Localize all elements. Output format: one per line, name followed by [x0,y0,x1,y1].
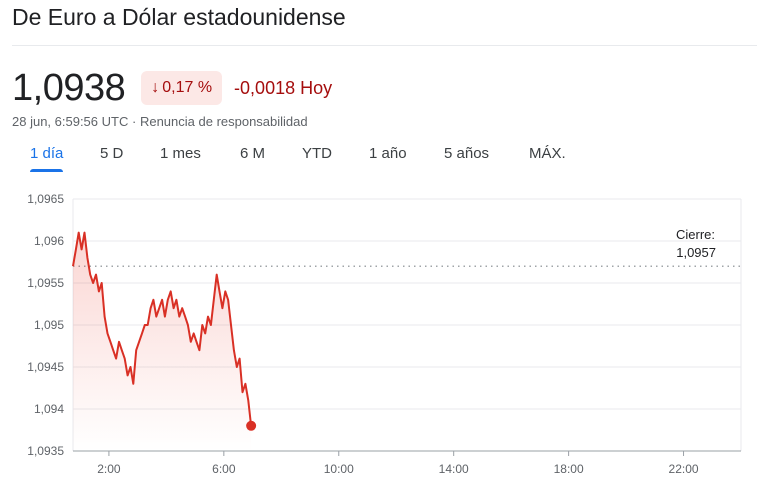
absolute-change-value: -0,0018 [234,77,296,98]
previous-close-value: 1,0957 [676,245,716,260]
price-area [73,232,252,451]
y-tick-label: 1,094 [34,402,64,416]
arrow-down-icon: ↓ [151,79,160,96]
x-tick-label: 18:00 [554,462,584,476]
page-title: De Euro a Dólar estadounidense [12,4,346,30]
tab-1-year[interactable]: 1 año [369,145,407,162]
current-price-marker [246,420,257,431]
y-tick-label: 1,0965 [27,192,64,206]
x-tick-label: 6:00 [212,462,236,476]
tab-5-days[interactable]: 5 D [100,145,124,162]
price-chart[interactable]: 1,09351,0941,09451,0951,09551,0961,0965 … [0,185,757,485]
change-period: Hoy [300,77,333,98]
header-divider [12,45,757,46]
tab-ytd[interactable]: YTD [302,145,332,162]
tab-max[interactable]: MÁX. [529,145,566,162]
absolute-change: -0,0018 Hoy [234,78,332,99]
timestamp: 28 jun, 6:59:56 UTC [12,114,129,129]
tab-5-years[interactable]: 5 años [444,145,490,162]
x-tick-label: 22:00 [669,462,699,476]
tab-1-day[interactable]: 1 día [18,144,75,172]
y-tick-label: 1,0935 [27,444,64,458]
disclaimer-link[interactable]: Renuncia de responsabilidad [139,114,308,129]
percent-change-value: 0,17 % [162,79,213,96]
tab-1-month[interactable]: 1 mes [160,145,201,162]
price-line [72,231,253,426]
tab-6-months[interactable]: 6 M [240,145,266,162]
price-row: 1,0938 ↓ 0,17 % -0,0018 Hoy [12,68,332,108]
x-tick-label: 14:00 [439,462,469,476]
previous-close-label: Cierre: [676,227,715,242]
x-axis: 2:00 6:00 10:00 14:00 18:00 22:00 [73,450,741,476]
x-tick-label: 10:00 [324,462,354,476]
meta-separator: · [131,114,137,129]
quote-meta: 28 jun, 6:59:56 UTC · Renuncia de respon… [12,114,308,129]
y-axis: 1,0935 1,094 1,0945 1,095 1,0955 1,096 1,0965 [27,192,64,458]
y-tick-label: 1,0945 [27,360,64,374]
current-price: 1,0938 [12,67,126,109]
y-tick-label: 1,0955 [27,276,64,290]
x-tick-label: 2:00 [97,462,121,476]
y-tick-label: 1,096 [34,234,64,248]
y-tick-label: 1,095 [34,318,64,332]
percent-change-badge: ↓ 0,17 % [141,71,223,105]
